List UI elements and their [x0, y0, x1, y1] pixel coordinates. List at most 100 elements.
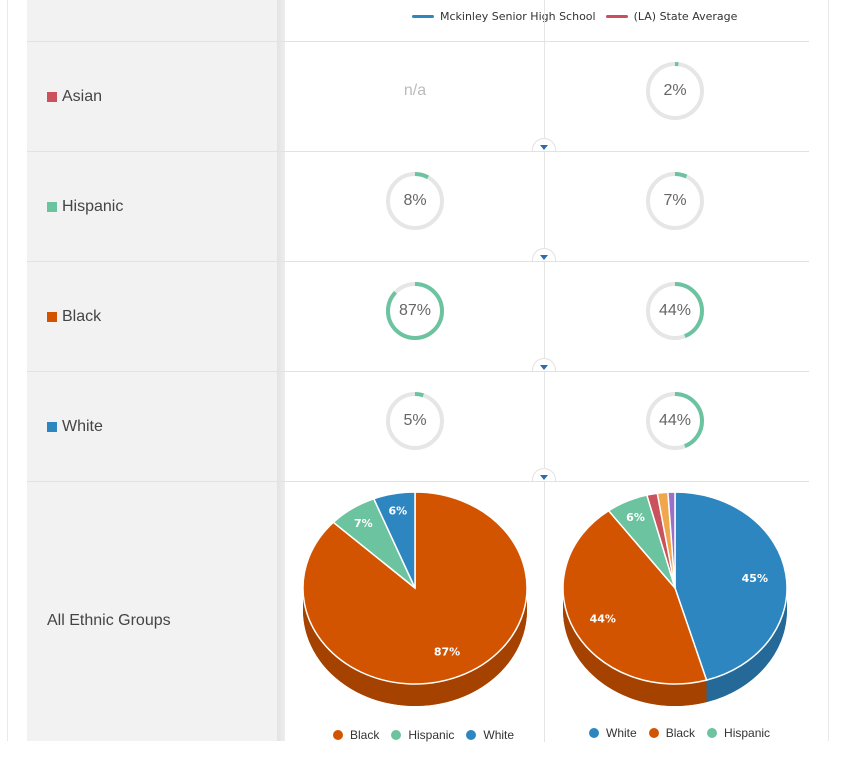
column-divider — [544, 152, 545, 262]
school-percent-black: 87% — [398, 301, 432, 319]
pie-slice-white — [674, 491, 788, 682]
pie-legend-item[interactable]: White — [466, 728, 514, 742]
school-pie-chart: 87% 7% 6% — [302, 491, 528, 706]
pie-legend-item[interactable]: Black — [648, 726, 696, 740]
legend-swatch-state — [605, 14, 628, 18]
white-swatch — [47, 421, 57, 432]
donut-fill — [646, 391, 704, 450]
pie-data-label: 45% — [742, 572, 768, 585]
pie-legend-item[interactable]: Hispanic — [707, 726, 770, 740]
row-label-hispanic: Hispanic — [47, 152, 123, 261]
state-donut-hispanic: 7% — [644, 170, 706, 232]
pie-slice-white — [372, 491, 416, 589]
row-label-white: White — [47, 372, 103, 481]
row-white: White 5% 44% — [27, 371, 809, 482]
column-divider — [544, 42, 545, 152]
school-percent-white: 5% — [403, 411, 427, 429]
donut-fill — [646, 61, 704, 120]
row-label-text: Hispanic — [62, 197, 124, 215]
column-divider — [544, 262, 545, 372]
donut-fill — [386, 171, 444, 230]
pie-legend-item[interactable]: Hispanic — [391, 728, 454, 742]
pie-legend-label: White — [606, 726, 637, 740]
legend-dot-icon — [648, 728, 659, 738]
pie-legend-label: Hispanic — [408, 728, 455, 742]
pie-slice-black — [562, 509, 708, 685]
legend-label-school: Mckinley Senior High School — [440, 9, 596, 23]
pie-legend-item[interactable]: White — [589, 726, 637, 740]
legend-item-school: Mckinley Senior High School — [412, 10, 596, 23]
state-cell-asian: 2% — [545, 42, 805, 151]
chevron-down-icon — [540, 364, 548, 370]
black-swatch — [47, 311, 57, 322]
asian-swatch — [47, 91, 57, 102]
state-cell-white: 44% — [545, 372, 805, 481]
pie-legend-label: Black — [350, 728, 380, 742]
donut-fill — [646, 281, 704, 340]
pie-data-label: 6% — [626, 511, 645, 524]
row-black: Black 87% 44% — [27, 261, 809, 372]
pie-legend-item[interactable]: Black — [333, 728, 379, 742]
legend-dot-icon — [589, 728, 599, 738]
pie-legend-label: Hispanic — [724, 726, 771, 740]
row-label-all: All Ethnic Groups — [47, 482, 171, 760]
state-cell-hispanic: 7% — [545, 152, 805, 261]
row-all-ethnic-groups: All Ethnic Groups 87% 7% 6% 45% 44% 6% Black… — [27, 481, 809, 742]
state-percent-black: 44% — [658, 301, 692, 319]
state-donut-asian: 2% — [644, 60, 706, 122]
donut-fill — [646, 171, 704, 230]
state-donut-black: 44% — [644, 280, 706, 342]
legend-dot-icon — [391, 730, 402, 740]
comparison-legend: Mckinley Senior High School (LA) State A… — [412, 8, 747, 24]
school-percent-hispanic: 8% — [403, 191, 427, 209]
school-cell-asian: n/a — [285, 42, 545, 151]
pie-slice-other-2 — [667, 491, 676, 589]
state-percent-hispanic: 7% — [663, 191, 687, 209]
row-asian: Asian n/a 2% — [27, 41, 809, 152]
legend-swatch-school — [412, 14, 434, 18]
pie-data-label: 7% — [354, 517, 373, 530]
state-donut-white: 44% — [644, 390, 706, 452]
hispanic-swatch — [47, 201, 57, 212]
pie-data-label: 44% — [590, 613, 616, 626]
chevron-down-icon — [540, 144, 548, 150]
legend-dot-icon — [466, 730, 477, 740]
label-column-shadow — [277, 0, 285, 741]
pie-legend-label: White — [483, 728, 515, 742]
legend-dot-icon — [707, 728, 718, 738]
pie-slice-edge — [563, 588, 707, 706]
school-donut-black: 87% — [384, 280, 446, 342]
state-cell-black: 44% — [545, 262, 805, 371]
donut-fill — [386, 391, 444, 450]
chevron-down-icon — [540, 474, 548, 480]
row-label-text: All Ethnic Groups — [47, 612, 171, 629]
state-pie-chart: 45% 44% 6% — [562, 491, 788, 706]
school-donut-hispanic: 8% — [384, 170, 446, 232]
column-divider — [544, 482, 545, 742]
legend-dot-icon — [333, 730, 343, 740]
legend-item-state: (LA) State Average — [605, 9, 738, 23]
school-pie-legend: Black Hispanic White — [333, 728, 526, 742]
school-value-asian: n/a — [403, 81, 427, 99]
row-label-black: Black — [47, 262, 101, 371]
row-label-text: Black — [62, 307, 102, 325]
pie-data-label: 6% — [388, 505, 407, 518]
school-cell-white: 5% — [285, 372, 545, 481]
legend-label-state: (LA) State Average — [633, 9, 738, 23]
school-cell-black: 87% — [285, 262, 545, 371]
school-donut-white: 5% — [384, 390, 446, 452]
state-pie-legend: White Black Hispanic — [589, 726, 782, 740]
state-percent-white: 44% — [658, 411, 692, 429]
row-label-text: Asian — [62, 87, 103, 105]
pie-data-label: 87% — [434, 645, 460, 658]
state-percent-asian: 2% — [663, 81, 687, 99]
column-divider — [544, 372, 545, 482]
pie-legend-label: Black — [665, 726, 696, 740]
label-column — [27, 0, 277, 741]
pie-slice-edge — [303, 588, 527, 706]
row-hispanic: Hispanic 8% 7% — [27, 151, 809, 262]
ethnicity-table: Mckinley Senior High School (LA) State A… — [27, 0, 809, 742]
school-cell-hispanic: 8% — [285, 152, 545, 261]
row-label-text: White — [62, 417, 103, 435]
chevron-down-icon — [540, 254, 548, 260]
